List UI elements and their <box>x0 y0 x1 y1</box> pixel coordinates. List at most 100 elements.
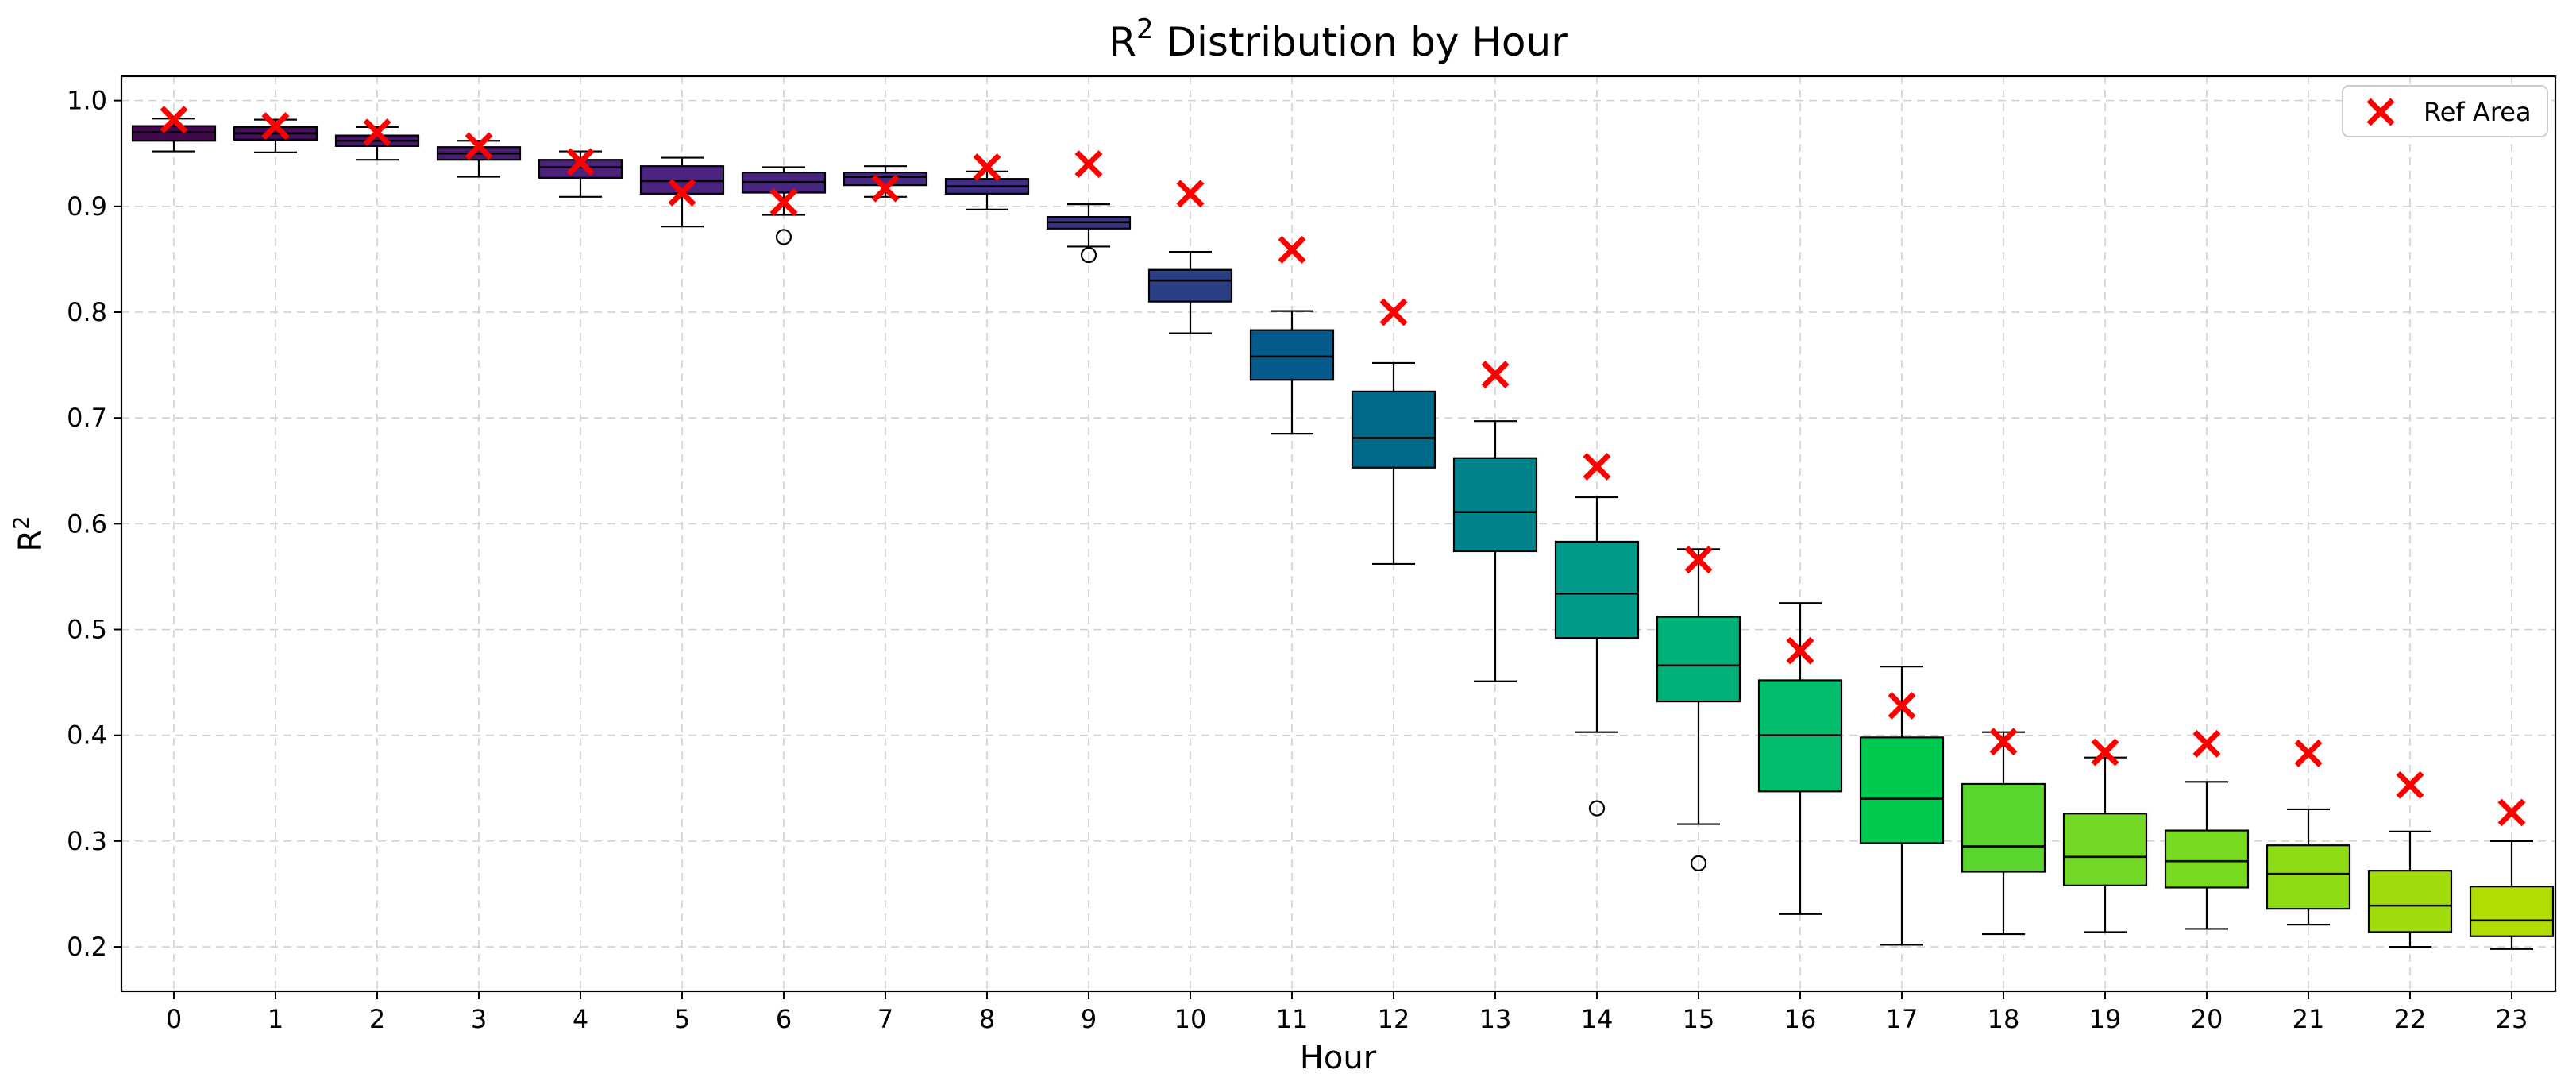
ref-area-marker <box>1583 452 1611 481</box>
ref-marker-stroke <box>1989 728 2018 756</box>
ref-marker-stroke <box>566 148 595 176</box>
iqr-box <box>843 172 928 187</box>
ref-marker-stroke <box>1379 298 1408 326</box>
ref-area-marker <box>871 174 900 203</box>
iqr-box <box>1351 390 1436 469</box>
x-tick-label: 23 <box>2496 1004 2528 1034</box>
iqr-box <box>1554 540 1640 639</box>
ref-marker-stroke <box>2192 729 2221 758</box>
ref-area-series <box>160 106 2526 827</box>
ref-marker-stroke <box>2396 770 2424 799</box>
box-hour-14 <box>1554 496 1640 817</box>
legend-ref-area-label: Ref Area <box>2424 97 2532 127</box>
x-axis-label: Hour <box>1300 1040 1377 1076</box>
iqr-box <box>2164 829 2250 889</box>
x-tick-label: 22 <box>2394 1004 2427 1034</box>
y-tick-label: 0.3 <box>67 826 107 856</box>
x-tick-label: 19 <box>2089 1004 2122 1034</box>
iqr-box <box>2367 870 2453 933</box>
ref-marker-stroke <box>1074 150 1103 179</box>
ref-area-marker <box>2091 738 2119 767</box>
x-tick-label: 20 <box>2191 1004 2223 1034</box>
ref-marker-stroke <box>1278 235 1306 264</box>
legend-frame <box>2342 85 2548 137</box>
x-tick-label: 10 <box>1174 1004 1207 1034</box>
iqr-box <box>1147 268 1233 303</box>
y-tick-label: 0.6 <box>67 508 107 539</box>
y-tick-label: 0.2 <box>67 932 107 962</box>
ref-area-marker <box>973 153 1001 182</box>
box-hour-4 <box>538 150 623 198</box>
outlier-point <box>1690 855 1707 871</box>
ref-marker-stroke <box>668 179 696 207</box>
box-hour-5 <box>639 156 725 228</box>
ref-area-marker <box>2192 729 2221 758</box>
ref-area-marker <box>1379 298 1408 326</box>
ref-marker-stroke <box>1684 546 1713 574</box>
x-tick-label: 12 <box>1378 1004 1410 1034</box>
ref-marker-stroke <box>261 112 290 141</box>
x-tick-label: 9 <box>1081 1004 1097 1034</box>
iqr-box <box>2469 886 2555 937</box>
y-tick-label: 0.4 <box>67 720 107 751</box>
ref-area-marker <box>2396 770 2424 799</box>
ref-marker-stroke <box>160 106 188 134</box>
x-tick-label: 11 <box>1276 1004 1309 1034</box>
box-hour-8 <box>944 170 1030 210</box>
box-hour-18 <box>1961 731 2046 936</box>
ref-marker-stroke <box>973 153 1001 182</box>
ref-area-marker <box>465 132 493 160</box>
box-hour-6 <box>741 166 827 245</box>
box-hour-15 <box>1656 548 1741 871</box>
y-tick-label: 0.5 <box>67 615 107 645</box>
y-tick-label: 0.8 <box>67 297 107 327</box>
y-tick-label: 0.9 <box>67 191 107 222</box>
iqr-box <box>1859 736 1945 844</box>
box-hour-16 <box>1757 602 1843 915</box>
y-axis: 0.2 0.3 0.4 0.5 0.6 0.7 0.8 0.9 1.0 <box>67 86 121 962</box>
box-hour-0 <box>131 118 217 153</box>
ref-marker-stroke <box>1888 691 1916 720</box>
ref-marker-stroke <box>363 118 391 147</box>
x-tick-label: 3 <box>471 1004 487 1034</box>
x-tick-label: 8 <box>979 1004 995 1034</box>
ref-marker-stroke <box>2497 798 2526 827</box>
outlier-point <box>775 229 792 245</box>
y-tick-label: 0.7 <box>67 403 107 433</box>
ref-area-marker <box>2497 798 2526 827</box>
x-tick-label: 4 <box>573 1004 588 1034</box>
x-tick-label: 15 <box>1683 1004 1715 1034</box>
outlier-point <box>1588 800 1606 817</box>
legend-ref-area-marker <box>2366 98 2395 126</box>
ref-area-marker <box>160 106 188 134</box>
box-hour-11 <box>1249 310 1335 435</box>
ref-area-marker <box>1278 235 1306 264</box>
ref-area-marker <box>1684 546 1713 574</box>
box-series <box>131 118 2555 950</box>
ref-marker-stroke <box>1786 636 1814 665</box>
box-hour-23 <box>2469 840 2555 950</box>
y-axis-label: R2 <box>10 516 49 552</box>
ref-marker-stroke <box>1176 180 1205 208</box>
x-axis: 0 1 2 3 4 5 6 7 8 9 10 11 12 13 14 15 16 17 18 19 20 21 22 23 <box>166 991 2528 1034</box>
ref-area-marker <box>261 112 290 141</box>
ref-area-marker <box>1074 150 1103 179</box>
y-tick-label: 1.0 <box>67 86 107 116</box>
x-tick-label: 17 <box>1886 1004 1919 1034</box>
box-hour-12 <box>1351 361 1436 566</box>
box-hour-19 <box>2062 756 2148 933</box>
ref-marker-stroke <box>2091 738 2119 767</box>
iqr-box <box>131 125 217 142</box>
chart-title: R2 Distribution by Hour <box>1109 14 1568 65</box>
ref-area-marker <box>363 118 391 147</box>
outlier-point <box>1080 246 1097 264</box>
x-tick-label: 7 <box>877 1004 893 1034</box>
box-hour-20 <box>2164 781 2250 930</box>
plot-frame <box>120 75 2557 993</box>
ref-area-marker <box>2294 739 2323 767</box>
x-tick-label: 21 <box>2293 1004 2325 1034</box>
iqr-box <box>1452 457 1538 553</box>
box-hour-17 <box>1859 666 1945 946</box>
box-hour-9 <box>1046 203 1132 264</box>
iqr-box <box>1961 782 2046 873</box>
